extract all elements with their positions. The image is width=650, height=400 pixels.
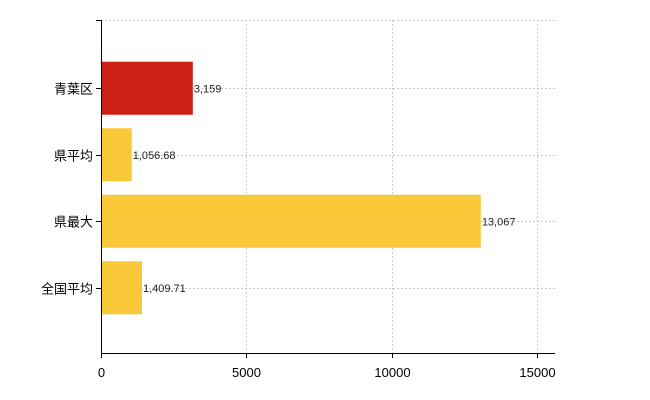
x-tick-label-0: 0 [98,365,105,380]
y-tick-label-3: 全国平均 [41,282,93,298]
data-label-1: 1,056.68 [133,150,176,162]
y-tick-label-0: 青葉区 [54,83,93,98]
y-tick-label-1: 県平均 [54,150,93,165]
axes [96,20,555,358]
y-tick-label-2: 県最大 [54,216,93,231]
data-label-0: 3,159 [194,83,222,95]
x-tick-label-3: 15000 [519,365,555,380]
x-tick-label-1: 5000 [232,365,261,380]
bar-2 [101,194,481,248]
grid-lines [101,20,555,353]
data-label-3: 1,409.71 [143,283,186,295]
data-label-2: 13,067 [482,216,516,228]
bar-0 [101,61,193,115]
bars [101,61,481,315]
x-tick-label-2: 10000 [374,365,410,380]
bar-3 [101,261,142,315]
bar-1 [101,128,132,182]
